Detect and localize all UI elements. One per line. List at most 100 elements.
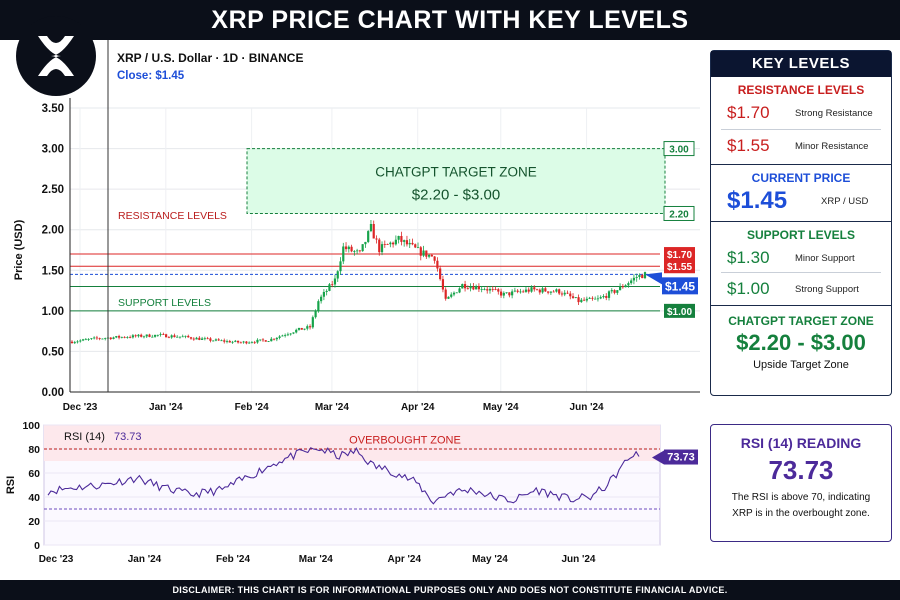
candle-body bbox=[275, 337, 278, 340]
candle-body bbox=[104, 338, 107, 339]
candle-body bbox=[79, 340, 82, 342]
candle-body bbox=[505, 292, 508, 294]
candle-body bbox=[134, 335, 137, 337]
support-value: $1.30 bbox=[727, 248, 770, 267]
candle-body bbox=[361, 244, 364, 252]
candle-body bbox=[596, 298, 600, 300]
candle-body bbox=[610, 290, 613, 292]
candle-body bbox=[627, 283, 630, 286]
x-tick-label: Mar '24 bbox=[315, 402, 350, 413]
rsi-x-tick-label: Apr '24 bbox=[388, 554, 422, 565]
support-desc: Strong Support bbox=[795, 284, 859, 295]
target-zone-range: $2.20 - $3.00 bbox=[412, 187, 500, 204]
candle-body bbox=[419, 247, 422, 256]
candle-body bbox=[616, 290, 619, 293]
y-tick-label: 2.50 bbox=[42, 184, 64, 196]
rsi-reading-line1: The RSI is above 70, indicating bbox=[731, 492, 871, 503]
candle-body bbox=[386, 244, 389, 245]
rsi-x-tick-label: Jun '24 bbox=[561, 554, 595, 565]
level-tag-minor-resistance: $1.55 bbox=[667, 262, 692, 273]
candle-body bbox=[115, 336, 118, 338]
candle-body bbox=[350, 246, 353, 252]
candle-body bbox=[187, 335, 190, 338]
candle-body bbox=[181, 336, 184, 338]
rsi-x-tick-label: Dec '23 bbox=[39, 554, 74, 565]
target-high-tag: 3.00 bbox=[669, 145, 689, 156]
resistance-annotation: RESISTANCE LEVELS bbox=[118, 210, 227, 222]
rsi-x-tick-label: Mar '24 bbox=[299, 554, 334, 565]
candle-body bbox=[364, 241, 367, 245]
candle-body bbox=[129, 337, 132, 339]
candle-body bbox=[513, 290, 516, 292]
rsi-line bbox=[47, 447, 640, 505]
rsi-reading-line2: XRP is in the overbought zone. bbox=[732, 508, 870, 519]
candle-body bbox=[272, 338, 276, 340]
candle-body bbox=[369, 223, 373, 232]
candle-body bbox=[560, 293, 564, 295]
candle-body bbox=[322, 291, 325, 297]
current-price-title: CURRENT PRICE bbox=[751, 171, 851, 185]
candle-body bbox=[441, 279, 445, 290]
xrp-logo-icon bbox=[16, 16, 96, 96]
rsi-y-tick-label: 20 bbox=[28, 516, 40, 528]
candle-body bbox=[284, 335, 287, 336]
candle-body bbox=[70, 341, 74, 344]
current-price-pointer bbox=[645, 272, 662, 285]
candle-body bbox=[167, 337, 170, 339]
candle-body bbox=[95, 337, 99, 339]
support-desc: Minor Support bbox=[795, 253, 855, 264]
candle-body bbox=[372, 223, 375, 239]
candle-body bbox=[641, 275, 644, 279]
y-tick-label: 0.50 bbox=[42, 346, 64, 358]
rsi-y-axis-label: RSI bbox=[5, 476, 17, 494]
y-tick-label: 1.00 bbox=[42, 306, 64, 318]
level-tag-strong-resistance-bg bbox=[664, 247, 695, 262]
target-zone-value: $2.20 - $3.00 bbox=[736, 330, 866, 355]
candle-body bbox=[580, 299, 583, 303]
rsi-x-tick-label: May '24 bbox=[472, 554, 508, 565]
current-price-row: $1.45 XRP / USD bbox=[711, 185, 891, 219]
candle-body bbox=[317, 301, 320, 311]
candle-body bbox=[486, 289, 489, 291]
overbought-label: OVERBOUGHT ZONE bbox=[349, 434, 461, 446]
candle-body bbox=[162, 334, 165, 335]
disclaimer: DISCLAIMER: THIS CHART IS FOR INFORMATIO… bbox=[0, 580, 900, 600]
candle-body bbox=[416, 247, 420, 249]
support-title: SUPPORT LEVELS bbox=[746, 228, 856, 242]
candle-body bbox=[618, 286, 622, 291]
x-tick-label: Feb '24 bbox=[235, 402, 269, 413]
key-levels-title: KEY LEVELS bbox=[711, 51, 891, 77]
candle-body bbox=[214, 339, 218, 341]
candle-body bbox=[643, 272, 647, 279]
candle-body bbox=[552, 291, 555, 293]
candle-body bbox=[253, 342, 256, 344]
level-tag-strong-support: $1.00 bbox=[667, 307, 692, 318]
rsi-tag: 73.73 bbox=[667, 452, 695, 464]
candle-body bbox=[558, 289, 561, 294]
candle-body bbox=[156, 334, 159, 336]
rsi-y-tick-label: 80 bbox=[28, 444, 40, 456]
candle-body bbox=[270, 338, 273, 342]
candle-body bbox=[397, 235, 400, 240]
candle-body bbox=[602, 296, 605, 298]
candle-body bbox=[530, 287, 533, 292]
candle-body bbox=[549, 291, 552, 293]
candle-body bbox=[599, 297, 602, 299]
key-levels-panel: KEY LEVELS RESISTANCE LEVELS $1.70 Stron… bbox=[710, 50, 892, 396]
candle-body bbox=[488, 288, 492, 291]
candle-body bbox=[519, 291, 522, 293]
candle-body bbox=[466, 288, 469, 290]
candle-body bbox=[452, 292, 456, 295]
candle-body bbox=[594, 298, 597, 300]
candle-body bbox=[502, 292, 505, 296]
candle-body bbox=[411, 242, 414, 245]
candle-body bbox=[198, 337, 201, 340]
current-price-value: $1.45 bbox=[727, 187, 788, 214]
candle-body bbox=[621, 286, 624, 288]
candle-body bbox=[248, 342, 251, 344]
candle-body bbox=[472, 286, 475, 290]
divider bbox=[711, 221, 891, 222]
candle-body bbox=[223, 340, 226, 342]
candle-body bbox=[613, 290, 616, 293]
